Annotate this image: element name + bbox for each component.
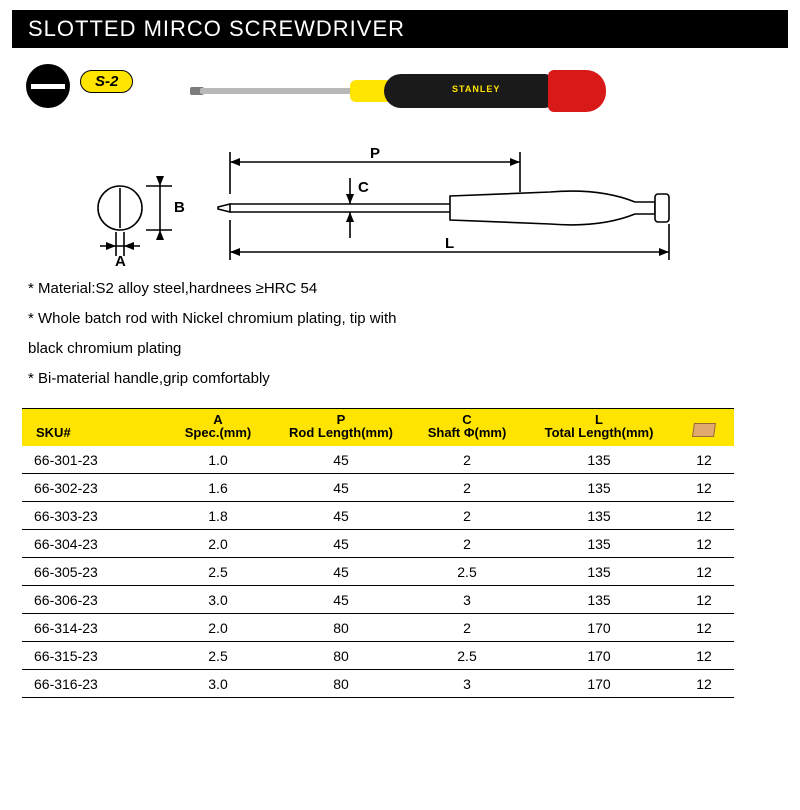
dimension-diagram: B A C P L [80, 148, 720, 268]
table-row: 66-315-232.5802.517012 [22, 642, 734, 670]
dim-B: B [174, 199, 185, 216]
table-cell: 2 [410, 452, 524, 468]
table-cell: 80 [272, 648, 410, 664]
table-cell: 12 [674, 536, 734, 552]
table-cell: 2 [410, 480, 524, 496]
table-cell: 1.0 [164, 452, 272, 468]
table-cell: 80 [272, 676, 410, 692]
table-row: 66-314-232.080217012 [22, 614, 734, 642]
table-cell: 135 [524, 536, 674, 552]
column-header: LTotal Length(mm) [524, 409, 674, 446]
table-cell: 3 [410, 676, 524, 692]
table-cell: 45 [272, 592, 410, 608]
table-cell: 2 [410, 620, 524, 636]
table-cell: 12 [674, 564, 734, 580]
table-cell: 1.6 [164, 480, 272, 496]
slot-head-icon [26, 64, 70, 108]
table-cell: 2 [410, 508, 524, 524]
table-cell: 12 [674, 592, 734, 608]
table-cell: 45 [272, 564, 410, 580]
column-header: SKU# [22, 422, 164, 446]
feature-line: * Whole batch rod with Nickel chromium p… [28, 304, 772, 334]
table-cell: 45 [272, 480, 410, 496]
feature-line: * Material:S2 alloy steel,hardnees ≥HRC … [28, 274, 772, 304]
table-cell: 66-314-23 [22, 620, 164, 636]
table-cell: 135 [524, 564, 674, 580]
table-cell: 12 [674, 648, 734, 664]
feature-list: * Material:S2 alloy steel,hardnees ≥HRC … [28, 274, 772, 394]
table-cell: 3.0 [164, 676, 272, 692]
table-cell: 12 [674, 452, 734, 468]
column-header: PRod Length(mm) [272, 409, 410, 446]
table-cell: 170 [524, 648, 674, 664]
table-cell: 12 [674, 620, 734, 636]
table-cell: 66-302-23 [22, 480, 164, 496]
package-qty-icon [692, 423, 716, 437]
table-cell: 135 [524, 592, 674, 608]
table-row: 66-304-232.045213512 [22, 530, 734, 558]
table-cell: 12 [674, 676, 734, 692]
table-cell: 12 [674, 480, 734, 496]
table-cell: 66-303-23 [22, 508, 164, 524]
table-cell: 2.0 [164, 620, 272, 636]
table-row: 66-306-233.045313512 [22, 586, 734, 614]
table-row: 66-305-232.5452.513512 [22, 558, 734, 586]
table-row: 66-301-231.045213512 [22, 446, 734, 474]
dim-A: A [115, 253, 126, 268]
feature-line: * Bi-material handle,grip comfortably [28, 364, 772, 394]
column-header: CShaft Φ(mm) [410, 409, 524, 446]
spec-table: SKU#ASpec.(mm)PRod Length(mm)CShaft Φ(mm… [22, 408, 734, 698]
table-cell: 135 [524, 452, 674, 468]
dim-L: L [445, 235, 454, 252]
product-photo: STANLEY [200, 62, 630, 122]
table-cell: 66-304-23 [22, 536, 164, 552]
brand-label: STANLEY [452, 84, 500, 94]
table-row: 66-303-231.845213512 [22, 502, 734, 530]
table-cell: 170 [524, 676, 674, 692]
table-cell: 66-305-23 [22, 564, 164, 580]
table-cell: 170 [524, 620, 674, 636]
dim-P: P [370, 148, 380, 162]
table-cell: 80 [272, 620, 410, 636]
table-cell: 3.0 [164, 592, 272, 608]
table-cell: 1.8 [164, 508, 272, 524]
table-cell: 66-306-23 [22, 592, 164, 608]
table-cell: 2.0 [164, 536, 272, 552]
table-cell: 45 [272, 536, 410, 552]
table-row: 66-316-233.080317012 [22, 670, 734, 698]
column-header: ASpec.(mm) [164, 409, 272, 446]
table-cell: 66-316-23 [22, 676, 164, 692]
table-cell: 2.5 [164, 564, 272, 580]
table-cell: 3 [410, 592, 524, 608]
table-cell: 66-315-23 [22, 648, 164, 664]
material-badge: S-2 [80, 70, 133, 93]
table-cell: 45 [272, 508, 410, 524]
table-cell: 2.5 [410, 564, 524, 580]
table-header: SKU#ASpec.(mm)PRod Length(mm)CShaft Φ(mm… [22, 408, 734, 446]
table-cell: 135 [524, 508, 674, 524]
column-header [674, 419, 734, 446]
table-cell: 2 [410, 536, 524, 552]
page-title: SLOTTED MIRCO SCREWDRIVER [12, 10, 788, 48]
header-graphics: S-2 STANLEY B A [20, 58, 780, 268]
table-cell: 45 [272, 452, 410, 468]
feature-line: black chromium plating [28, 334, 772, 364]
dim-C: C [358, 179, 369, 196]
table-cell: 2.5 [164, 648, 272, 664]
table-cell: 12 [674, 508, 734, 524]
table-cell: 2.5 [410, 648, 524, 664]
table-row: 66-302-231.645213512 [22, 474, 734, 502]
table-cell: 135 [524, 480, 674, 496]
table-cell: 66-301-23 [22, 452, 164, 468]
